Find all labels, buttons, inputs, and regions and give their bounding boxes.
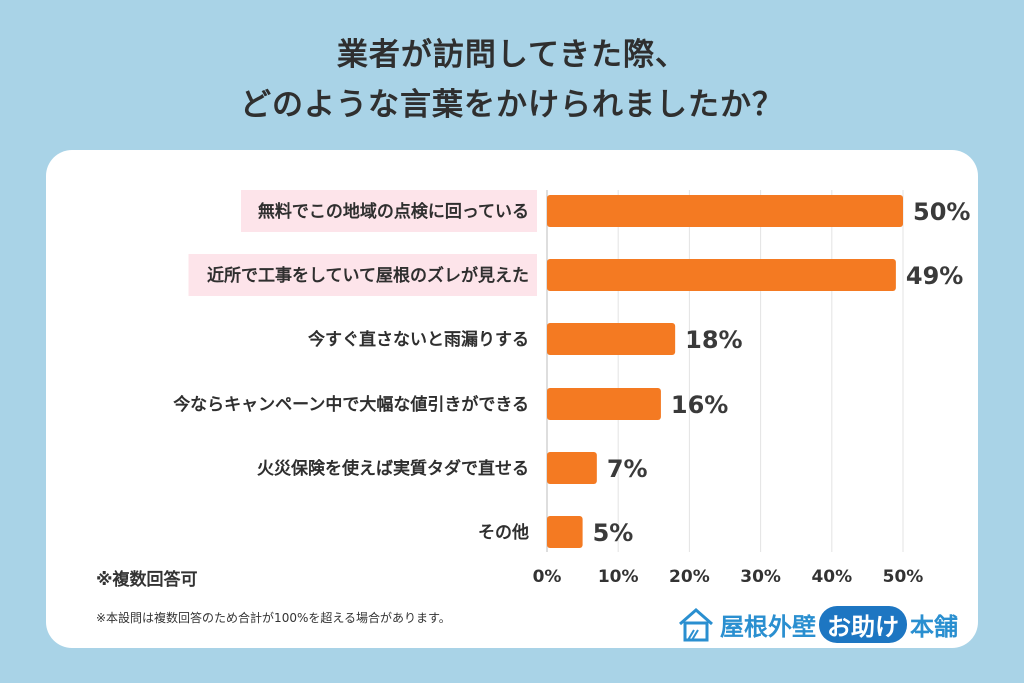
x-tick-label: 10% (598, 567, 639, 587)
logo-text-tail: 本舗 (910, 612, 958, 641)
footnote: ※本設問は複数回答のため合計が100%を超える場合があります。 (96, 611, 451, 625)
category-label: その他 (478, 522, 529, 543)
x-tick-label: 0% (533, 567, 562, 587)
brand-logo: 屋根外壁 お助け 本舗 (676, 604, 958, 644)
category-label: 無料でこの地域の点検に回っている (258, 201, 529, 222)
value-label: 7% (607, 455, 648, 483)
value-label: 16% (671, 391, 728, 419)
category-label: 今ならキャンペーン中で大幅な値引きができる (173, 394, 529, 415)
logo-text-pill: お助け (819, 605, 907, 643)
value-label: 49% (906, 262, 963, 290)
bar (547, 388, 661, 420)
house-icon (679, 608, 713, 642)
bar (547, 452, 597, 484)
value-label: 5% (593, 519, 634, 547)
chart-title-line2: どのような言葉をかけられましたか？ (240, 87, 784, 123)
category-label: 近所で工事をしていて屋根のズレが見えた (207, 265, 529, 286)
x-tick-label: 30% (740, 567, 781, 587)
logo-text-main: 屋根外壁 (720, 612, 816, 641)
category-label: 火災保険を使えば実質タダで直せる (257, 458, 529, 479)
bar (547, 195, 903, 227)
bar (547, 323, 676, 355)
chart-title-line1: 業者が訪問してきた際、 (336, 37, 688, 73)
x-tick-label: 40% (811, 567, 852, 587)
chart-title: 業者が訪問してきた際、 どのような言葉をかけられましたか？ (0, 30, 1024, 130)
bar (547, 259, 896, 291)
x-tick-label: 20% (669, 567, 710, 587)
category-label: 今すぐ直さないと雨漏りする (308, 329, 529, 350)
value-label: 18% (685, 326, 742, 354)
value-label: 50% (913, 198, 970, 226)
category-highlight (241, 190, 537, 232)
bar (547, 516, 583, 548)
category-highlight (188, 254, 537, 296)
multiple-answer-note: ※複数回答可 (96, 570, 198, 590)
x-tick-label: 50% (883, 567, 924, 587)
